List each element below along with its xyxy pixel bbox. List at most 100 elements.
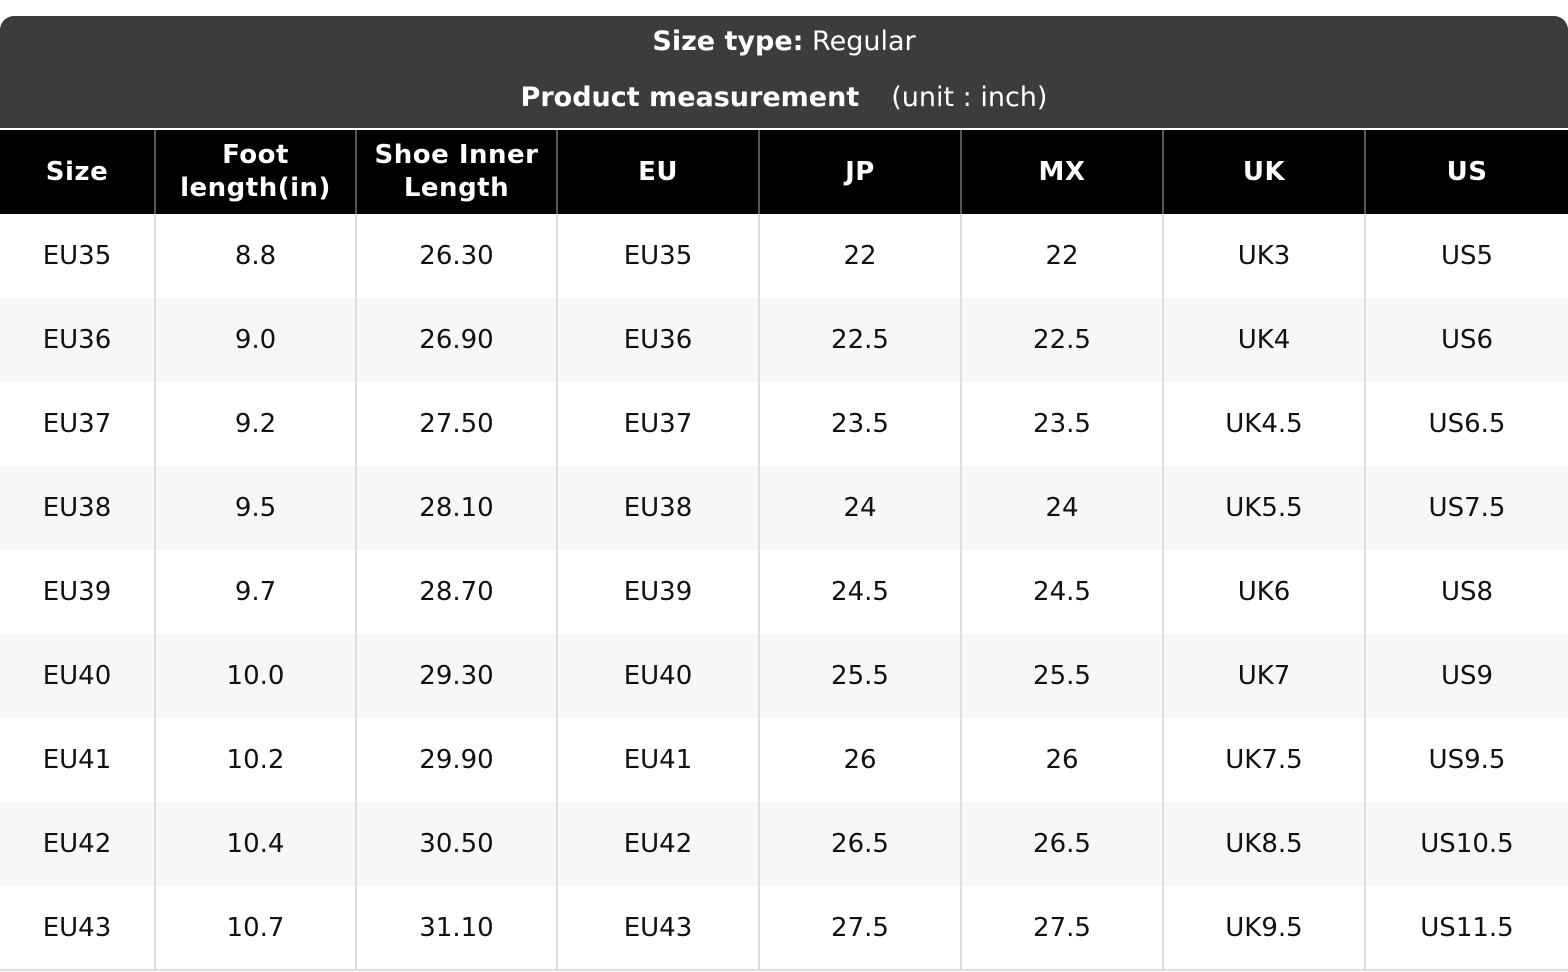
table-row: EU37 9.2 27.50 EU37 23.5 23.5 UK4.5 US6.5 <box>0 382 1568 466</box>
size-chart: Size type: Regular Product measurement (u… <box>0 16 1568 971</box>
table-cell: 22 <box>960 214 1163 298</box>
table-cell: EU42 <box>0 802 155 886</box>
table-cell: 23.5 <box>960 382 1163 466</box>
chart-header: Size type: Regular Product measurement (u… <box>0 16 1568 128</box>
table-cell: 9.2 <box>154 382 356 466</box>
table-cell: 22.5 <box>960 298 1163 382</box>
table-cell: EU38 <box>556 466 759 550</box>
size-type-label: Size type: <box>652 26 804 57</box>
size-table: Size Foot length(in) Shoe Inner Length EU JP… <box>0 130 1568 971</box>
table-cell: UK4.5 <box>1162 382 1365 466</box>
column-header: EU <box>556 130 759 214</box>
table-cell: US10.5 <box>1364 802 1568 886</box>
table-cell: 27.50 <box>355 382 557 466</box>
size-type-value: Regular <box>812 26 916 57</box>
table-cell: 9.0 <box>154 298 356 382</box>
column-header: JP <box>758 130 961 214</box>
table-cell: US5 <box>1364 214 1568 298</box>
table-cell: UK7.5 <box>1162 718 1365 802</box>
column-header: Size <box>0 130 155 214</box>
table-cell: 24.5 <box>758 550 961 634</box>
table-cell: 26 <box>960 718 1163 802</box>
table-cell: UK3 <box>1162 214 1365 298</box>
table-row: EU43 10.7 31.10 EU43 27.5 27.5 UK9.5 US11.5 <box>0 886 1568 971</box>
table-body: EU35 8.8 26.30 EU35 22 22 UK3 US5 EU36 9.0 26.90 EU… <box>0 214 1568 971</box>
table-cell: 25.5 <box>758 634 961 718</box>
table-cell: US9 <box>1364 634 1568 718</box>
table-cell: EU40 <box>0 634 155 718</box>
table-cell: EU38 <box>0 466 155 550</box>
table-row: EU36 9.0 26.90 EU36 22.5 22.5 UK4 US6 <box>0 298 1568 382</box>
header-row: Size Foot length(in) Shoe Inner Length EU JP… <box>0 130 1568 214</box>
table-cell: EU43 <box>556 886 759 971</box>
table-cell: 24 <box>960 466 1163 550</box>
table-cell: 25.5 <box>960 634 1163 718</box>
table-cell: EU36 <box>0 298 155 382</box>
table-cell: 22.5 <box>758 298 961 382</box>
table-cell: 10.7 <box>154 886 356 971</box>
table-cell: UK4 <box>1162 298 1365 382</box>
table-row: EU39 9.7 28.70 EU39 24.5 24.5 UK6 US8 <box>0 550 1568 634</box>
table-cell: 10.4 <box>154 802 356 886</box>
table-cell: 30.50 <box>355 802 557 886</box>
table-cell: EU35 <box>42 241 112 271</box>
table-cell: 26.30 <box>355 214 557 298</box>
table-row: EU40 10.0 29.30 EU40 25.5 25.5 UK7 US9 <box>0 634 1568 718</box>
table-cell: UK8.5 <box>1162 802 1365 886</box>
table-row: EU35 8.8 26.30 EU35 22 22 UK3 US5 <box>0 214 1568 298</box>
table-cell: EU39 <box>556 550 759 634</box>
table-cell: US7.5 <box>1364 466 1568 550</box>
table-cell: EU36 <box>556 298 759 382</box>
table-cell: 28.70 <box>355 550 557 634</box>
table-cell: 27.5 <box>960 886 1163 971</box>
table-cell: UK5.5 <box>1162 466 1365 550</box>
table-cell: 26 <box>758 718 961 802</box>
table-cell: 26.5 <box>960 802 1163 886</box>
table-cell: 9.5 <box>154 466 356 550</box>
table-row: EU42 10.4 30.50 EU42 26.5 26.5 UK8.5 US10.5 <box>0 802 1568 886</box>
table-cell: EU40 <box>556 634 759 718</box>
table-cell: 31.10 <box>355 886 557 971</box>
table-cell: EU43 <box>0 886 155 971</box>
table-cell: UK7 <box>1162 634 1365 718</box>
table-row: EU38 9.5 28.10 EU38 24 24 UK5.5 US7.5 <box>0 466 1568 550</box>
table-cell: US6 <box>1364 298 1568 382</box>
table-cell: US8 <box>1364 550 1568 634</box>
table-cell: EU37 <box>556 382 759 466</box>
table-cell: 29.90 <box>355 718 557 802</box>
table-cell: 8.8 <box>154 214 356 298</box>
column-header: US <box>1364 130 1568 214</box>
table-cell: 10.0 <box>154 634 356 718</box>
table-cell: EU39 <box>42 577 112 607</box>
measurement-label: Product measurement <box>520 82 860 113</box>
column-header: MX <box>960 130 1163 214</box>
table-cell: UK6 <box>1162 550 1365 634</box>
table-cell: EU35 <box>556 214 759 298</box>
table-cell: US11.5 <box>1364 886 1568 971</box>
table-cell: 29.30 <box>355 634 557 718</box>
table-cell: 28.10 <box>355 466 557 550</box>
table-cell: 22 <box>758 214 961 298</box>
table-cell: UK9.5 <box>1162 886 1365 971</box>
table-cell: 26.90 <box>355 298 557 382</box>
table-row: EU41 10.2 29.90 EU41 26 26 UK7.5 US9.5 <box>0 718 1568 802</box>
column-header: Shoe Inner Length <box>355 130 557 214</box>
table-cell: 24 <box>758 466 961 550</box>
table-cell: EU41 <box>556 718 759 802</box>
table-cell: EU42 <box>556 802 759 886</box>
column-header: UK <box>1162 130 1365 214</box>
measurement-line: Product measurement (unit : inch) <box>0 82 1568 113</box>
table-cell: EU37 <box>42 409 112 439</box>
table-cell: US9.5 <box>1364 718 1568 802</box>
table-cell: 23.5 <box>758 382 961 466</box>
table-cell: 27.5 <box>758 886 961 971</box>
table-cell: EU41 <box>42 745 112 775</box>
table-cell: 24.5 <box>960 550 1163 634</box>
table-cell: 26.5 <box>758 802 961 886</box>
column-header: Foot length(in) <box>154 130 356 214</box>
table-cell: 10.2 <box>154 718 356 802</box>
unit-label: (unit : inch) <box>891 82 1048 113</box>
table-cell: US6.5 <box>1364 382 1568 466</box>
size-type-line: Size type: Regular <box>0 26 1568 57</box>
